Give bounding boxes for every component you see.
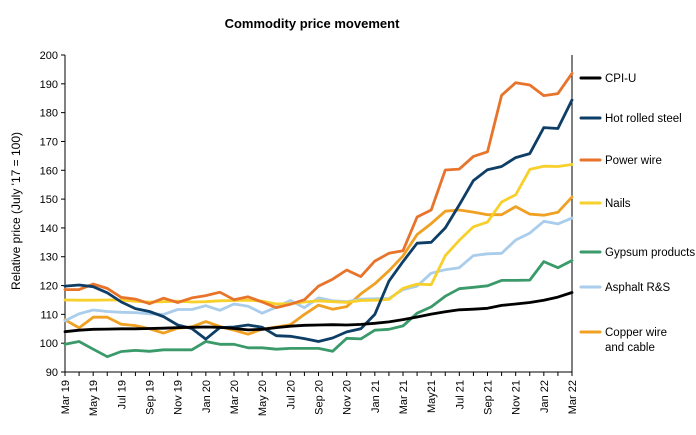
legend: CPI-U Hot rolled steel Power wire Nails Gyps… xyxy=(579,73,695,354)
legend-label: Hot rolled steel xyxy=(605,113,682,125)
series-line-gypsum-products xyxy=(63,259,574,359)
y-tick-label: 200 xyxy=(40,50,58,62)
x-tick-label: Jan 22 xyxy=(539,380,551,413)
x-tick-label: Mar 22 xyxy=(567,380,579,414)
x-tick-label: Jul 19 xyxy=(116,380,128,409)
x-tick-label: Jul 20 xyxy=(285,380,297,409)
y-tick-label: 180 xyxy=(40,108,58,120)
legend-label: Copper wire and cable xyxy=(605,327,667,354)
x-tick-label: Mar 19 xyxy=(60,380,72,414)
x-tick-label: Mar 20 xyxy=(229,380,241,414)
x-tick-label: Jul 21 xyxy=(454,380,466,409)
y-tick-label: 110 xyxy=(40,309,58,321)
plot-area: 90 100 110 120 130 140 150 160 170 180 190 200 Mar 1… xyxy=(40,50,579,416)
series-line-power-wire xyxy=(63,72,574,310)
legend-item-gypsum-products: Gypsum products xyxy=(579,247,695,259)
legend-item-cpi-u: CPI-U xyxy=(579,73,636,85)
x-tick-label: May 19 xyxy=(88,380,100,416)
legend-item-hot-rolled-steel: Hot rolled steel xyxy=(579,113,682,125)
x-tick-label: Nov 19 xyxy=(173,380,185,415)
legend-label: Nails xyxy=(605,198,631,210)
x-tick-label: Jan 20 xyxy=(201,380,213,413)
legend-label: Gypsum products xyxy=(605,247,695,259)
y-tick-label: 100 xyxy=(40,338,58,350)
x-tick-label: Sep 19 xyxy=(145,380,157,415)
x-tick-label: May 20 xyxy=(257,380,269,416)
legend-item-copper-wire-and-cable: Copper wire and cable xyxy=(579,327,667,354)
series-line-hot-rolled-steel xyxy=(63,98,574,343)
y-tick-label: 140 xyxy=(40,223,58,235)
legend-item-asphalt-r-s: Asphalt R&S xyxy=(579,282,671,294)
series-line-cpi-u xyxy=(63,291,574,334)
x-tick-label: Mar 21 xyxy=(398,380,410,414)
x-tick-label: Nov 21 xyxy=(511,380,523,415)
x-tick-label: Sep 21 xyxy=(483,380,495,415)
x-tick-label: Nov 20 xyxy=(342,380,354,415)
legend-item-nails: Nails xyxy=(579,198,631,210)
legend-item-power-wire: Power wire xyxy=(579,155,662,167)
series-line-nails xyxy=(63,163,574,306)
series-line-asphalt-r-s xyxy=(63,216,574,323)
y-tick-label: 150 xyxy=(40,194,58,206)
chart-title: Commodity price movement xyxy=(225,16,400,31)
y-axis-label: Relative price (July '17 = 100) xyxy=(9,132,23,290)
y-tick-label: 190 xyxy=(40,79,58,91)
y-tick-label: 130 xyxy=(40,252,58,264)
legend-label: CPI-U xyxy=(605,73,636,85)
x-tick-label: Jan 21 xyxy=(370,380,382,413)
y-tick-label: 120 xyxy=(40,281,58,293)
x-tick-label: May21 xyxy=(426,380,438,413)
y-tick-label: 170 xyxy=(40,136,58,148)
y-tick-label: 90 xyxy=(46,367,58,379)
legend-label: Asphalt R&S xyxy=(605,282,671,294)
y-tick-label: 160 xyxy=(40,165,58,177)
legend-label: Power wire xyxy=(605,155,662,167)
x-tick-label: Sep 20 xyxy=(314,380,326,415)
